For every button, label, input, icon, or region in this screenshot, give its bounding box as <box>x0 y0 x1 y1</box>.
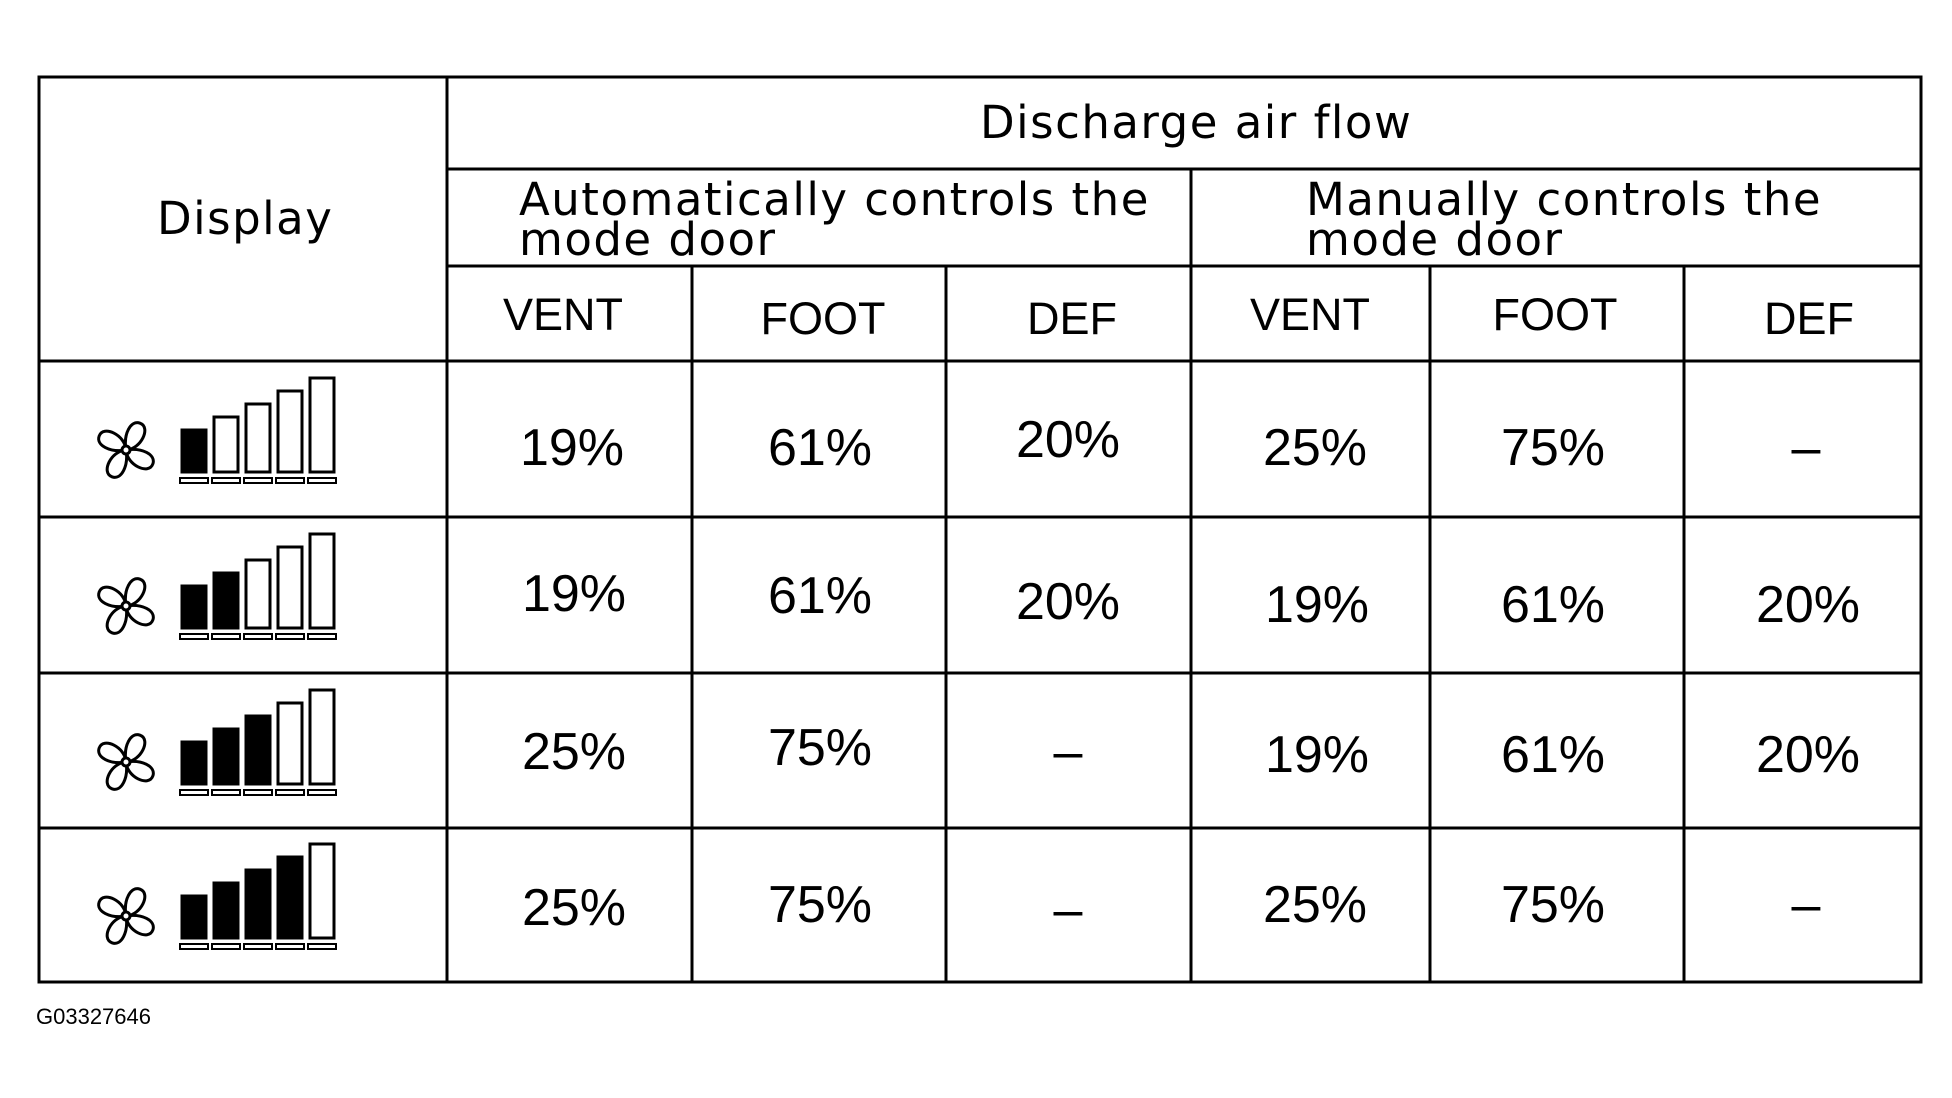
fan-speed-bar <box>308 842 336 940</box>
table-cell: 25% <box>1262 419 1368 477</box>
fan-speed-bar-underline <box>243 789 273 796</box>
fan-icon <box>97 421 155 479</box>
fan-speed-bar <box>276 855 304 940</box>
table-cell: 75% <box>767 876 873 934</box>
table-cell: 20% <box>1015 573 1121 631</box>
fan-speed-bar-underline <box>179 789 209 796</box>
fan-speed-bar-underline <box>275 789 305 796</box>
table-cell: – <box>1053 723 1083 781</box>
fan-icon <box>97 577 155 635</box>
fan-icon <box>97 733 155 791</box>
fan-speed-bar <box>180 894 208 940</box>
fan-speed-2-icon <box>97 532 337 640</box>
table-cell: 61% <box>767 419 873 477</box>
column-header-manual-def: DEF <box>1764 293 1854 344</box>
fan-speed-bar <box>244 714 272 786</box>
column-header-auto-foot: FOOT <box>760 293 886 344</box>
table-cell: 25% <box>521 723 627 781</box>
fan-speed-bar-underline <box>179 477 209 484</box>
table-cell: 61% <box>767 567 873 625</box>
table-cell: 25% <box>1262 876 1368 934</box>
table-cell: 19% <box>1264 576 1370 634</box>
fan-icon <box>97 887 155 945</box>
manual-mode-door-header-line1: Manually controls the <box>1306 173 1823 226</box>
fan-speed-bar-underline <box>275 477 305 484</box>
fan-speed-bar-underline <box>307 633 337 640</box>
column-header-auto-def: DEF <box>1027 293 1117 344</box>
table-cell: – <box>1053 881 1083 939</box>
fan-speed-bar-underline <box>243 633 273 640</box>
fan-speed-bar <box>308 376 336 474</box>
table-cell: 19% <box>1264 726 1370 784</box>
fan-speed-bar <box>180 584 208 630</box>
table-cell: 19% <box>519 419 625 477</box>
table-cell: 25% <box>521 879 627 937</box>
fan-speed-bar <box>244 558 272 630</box>
fan-speed-4-icon <box>97 842 337 950</box>
table-cell: 61% <box>1500 726 1606 784</box>
fan-speed-bar <box>276 389 304 474</box>
fan-speed-bar-underline <box>243 477 273 484</box>
fan-speed-bar <box>276 701 304 786</box>
column-header-manual-foot: FOOT <box>1492 289 1618 340</box>
fan-speed-bar-underline <box>307 477 337 484</box>
fan-speed-bar-underline <box>211 789 241 796</box>
fan-speed-bar-underline <box>179 633 209 640</box>
table-cell: 20% <box>1755 726 1861 784</box>
fan-speed-bar <box>308 688 336 786</box>
display-header: Display <box>157 192 334 245</box>
table-cell: 75% <box>1500 876 1606 934</box>
table-cell: 75% <box>767 719 873 777</box>
figure-id: G03327646 <box>36 1004 151 1029</box>
table-cell: – <box>1791 419 1821 477</box>
table-cell: 19% <box>521 565 627 623</box>
table-cell: 75% <box>1500 419 1606 477</box>
fan-speed-bar <box>244 868 272 940</box>
fan-speed-bar-underline <box>211 633 241 640</box>
fan-speed-bar <box>180 740 208 786</box>
fan-speed-bar <box>276 545 304 630</box>
table-cell: 61% <box>1500 576 1606 634</box>
fan-speed-bar-underline <box>307 943 337 950</box>
fan-speed-bar <box>180 428 208 474</box>
fan-speed-bar <box>212 881 240 940</box>
fan-speed-bar <box>212 727 240 786</box>
column-header-auto-vent: VENT <box>502 289 623 340</box>
fan-speed-bar-underline <box>179 943 209 950</box>
table-cell: – <box>1791 876 1821 934</box>
fan-speed-3-icon <box>97 688 337 796</box>
fan-speed-bar-underline <box>275 943 305 950</box>
fan-speed-bar-underline <box>307 789 337 796</box>
column-header-manual-vent: VENT <box>1249 289 1370 340</box>
fan-speed-bar <box>212 571 240 630</box>
table-cell: 20% <box>1015 411 1121 469</box>
fan-speed-bar-underline <box>275 633 305 640</box>
table-cell: 20% <box>1755 576 1861 634</box>
discharge-air-flow-header: Discharge air flow <box>980 96 1413 149</box>
fan-speed-bar-underline <box>211 477 241 484</box>
fan-speed-1-icon <box>97 376 337 484</box>
fan-speed-bar <box>212 415 240 474</box>
fan-speed-bar-underline <box>243 943 273 950</box>
fan-speed-bar <box>308 532 336 630</box>
fan-speed-bar-underline <box>211 943 241 950</box>
fan-speed-bar <box>244 402 272 474</box>
manual-mode-door-header-line2: mode door <box>1306 213 1564 266</box>
auto-mode-door-header-line2: mode door <box>519 213 777 266</box>
auto-mode-door-header-line1: Automatically controls the <box>519 173 1150 226</box>
